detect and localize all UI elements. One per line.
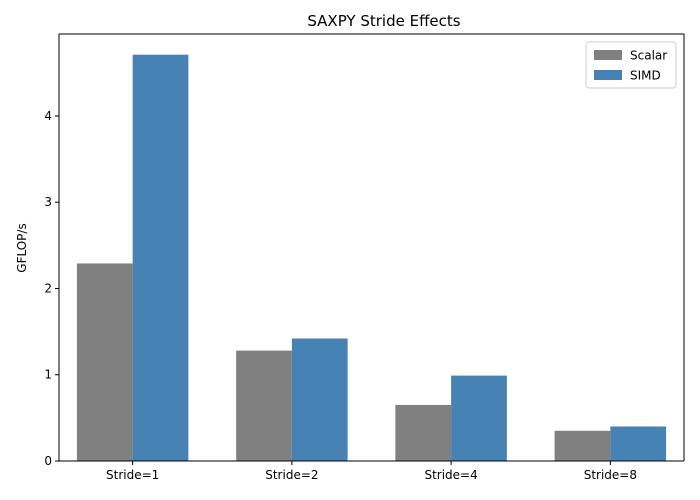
y-tick-label: 0 (44, 454, 52, 468)
legend-label-scalar: Scalar (630, 49, 667, 63)
x-tick-label: Stride=2 (265, 468, 318, 482)
chart-title: SAXPY Stride Effects (307, 12, 460, 30)
legend: Scalar SIMD (585, 41, 677, 89)
bar-scalar-stride-4 (395, 404, 452, 461)
x-tick-label: Stride=8 (584, 468, 637, 482)
x-tick-label: Stride=4 (424, 468, 477, 482)
axes-layer: 0 1 2 3 4 Stride=1 Stride=2 Stride=4 Stride=8 (44, 33, 685, 482)
bar-simd-stride-4 (451, 375, 507, 461)
legend-label-simd: SIMD (630, 69, 661, 83)
x-tick-label: Stride=1 (106, 468, 159, 482)
legend-swatch-scalar (594, 50, 622, 60)
y-tick-label: 3 (44, 195, 52, 209)
bar-scalar-stride-1 (76, 263, 133, 461)
y-axis-label: GFLOP/s (15, 223, 29, 272)
bar-simd-stride-1 (132, 54, 189, 461)
y-tick-label: 4 (44, 109, 52, 123)
bar-scalar-stride-2 (236, 350, 292, 461)
bars-layer (76, 54, 667, 461)
y-tick-label: 1 (44, 368, 52, 382)
bar-scalar-stride-8 (554, 430, 611, 461)
bar-simd-stride-2 (291, 338, 348, 461)
y-tick-label: 2 (44, 281, 52, 295)
bar-simd-stride-8 (610, 426, 667, 461)
legend-swatch-simd (594, 70, 622, 80)
